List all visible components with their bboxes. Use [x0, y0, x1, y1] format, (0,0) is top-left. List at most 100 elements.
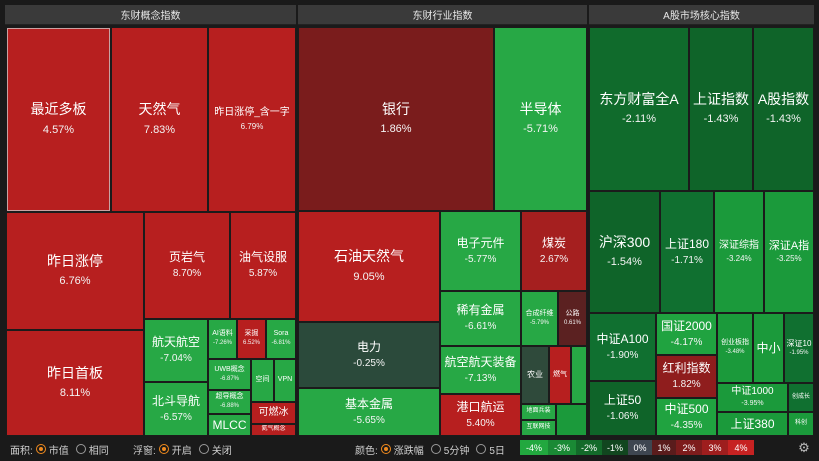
tile-zhongzheng1000[interactable]: 中证1000 -3.95% — [717, 383, 788, 412]
tile-pct: -3.95% — [741, 399, 764, 407]
legend-cell: -4% — [520, 440, 548, 455]
float-on-radio[interactable] — [158, 444, 169, 454]
tile-name: 航空航天装备 — [444, 354, 517, 369]
color-5min-radio[interactable] — [430, 444, 441, 454]
tile-name: 地面兵装 — [526, 408, 551, 415]
tile-sora[interactable]: Sora -6.81% — [266, 319, 296, 359]
tile-zuori-zhangting[interactable]: 昨日涨停 6.76% — [6, 212, 144, 330]
tile-hangkong-zhuangbei[interactable]: 航空航天装备 -7.13% — [440, 346, 521, 394]
tile-xiyou-jinshu[interactable]: 稀有金属 -6.61% — [440, 291, 521, 346]
tile-chuangye-chang[interactable]: 创成长 — [788, 383, 814, 412]
tile-kongtian[interactable]: 空间 — [251, 359, 274, 402]
tile-agu-zhishu[interactable]: A股指数 -1.43% — [753, 27, 814, 191]
float-off-label[interactable]: 关闭 — [211, 445, 232, 457]
gear-icon[interactable]: ⚙ — [798, 440, 810, 455]
tile-dianzi-yuanjian[interactable]: 电子元件 -5.77% — [440, 211, 521, 291]
tile-hushen300[interactable]: 沪深300 -1.54% — [589, 191, 660, 313]
tile-pct: 5.40% — [466, 417, 495, 429]
tile-ranqi[interactable]: 燃气 — [549, 346, 571, 404]
color-change-radio[interactable] — [380, 444, 391, 454]
tile-beidou[interactable]: 北斗导航 -6.57% — [144, 382, 208, 436]
tile-pct: -1.71% — [671, 254, 703, 266]
tile-name: 沪深300 — [598, 233, 651, 250]
tile-hecheng-xianwei[interactable]: 合成纤维 -5.79% — [521, 291, 558, 346]
tile-chaogao-dianya[interactable]: 超导概念 -6.88% — [208, 390, 251, 414]
tile-zuijin-duoban[interactable]: 最近多板 4.57% — [6, 27, 111, 212]
float-label: 浮窗: — [133, 445, 156, 457]
color-5day-label[interactable]: 5日 — [489, 445, 505, 457]
tile-pct: -7.26% — [212, 340, 232, 347]
tile-shenzheng-azhi[interactable]: 深证A指 -3.25% — [764, 191, 814, 313]
color-change-label[interactable]: 涨跌幅 — [393, 445, 424, 457]
legend-cell: 0% — [628, 440, 652, 455]
tile-name: 科创 — [794, 420, 807, 427]
tile-pct: -3.25% — [776, 254, 802, 264]
tile-name: 煤炭 — [541, 235, 566, 250]
tile-keranbing[interactable]: 可燃冰 — [251, 402, 296, 424]
tile-pct: -6.87% — [219, 375, 239, 382]
float-off-radio[interactable] — [198, 444, 209, 454]
tile-zhongzheng500[interactable]: 中证500 -4.35% — [656, 398, 717, 436]
area-equal-label[interactable]: 相同 — [88, 445, 109, 457]
tile-name: 超导概念 — [215, 393, 244, 401]
tile-zhongxiao[interactable]: 中小 — [753, 313, 784, 383]
tile-hongli[interactable]: 红利指数 1.82% — [656, 355, 717, 398]
tile-yeyanqi[interactable]: 页岩气 8.70% — [144, 212, 230, 319]
area-market-cap-label[interactable]: 市值 — [48, 445, 69, 457]
tile-name: 昨日首板 — [47, 364, 103, 381]
tile-ai-yuliao[interactable]: AI语料 -7.26% — [208, 319, 237, 359]
float-on-label[interactable]: 开启 — [171, 445, 192, 457]
tile-jiben-jinshu[interactable]: 基本金属 -5.65% — [298, 388, 440, 436]
tile-uwb[interactable]: UWB概念 -6.87% — [208, 359, 251, 390]
tile-name: 可燃冰 — [258, 406, 289, 418]
tile-shangzheng[interactable]: 上证指数 -1.43% — [689, 27, 753, 191]
tile-bandaoti[interactable]: 半导体 -5.71% — [494, 27, 587, 211]
tile-zuori-zt-yizi[interactable]: 昨日涨停_含一字 6.79% — [208, 27, 296, 212]
tile-nongye[interactable]: 农业 — [521, 346, 549, 404]
tile-zhongzheng-a100[interactable]: 中证A100 -1.90% — [589, 313, 656, 381]
tile-hangtian-hangkong[interactable]: 航天航空 -7.04% — [144, 319, 208, 382]
tile-name: 最近多板 — [30, 101, 87, 118]
tile-vpn[interactable]: VPN — [274, 359, 296, 402]
tile-name: 油气设服 — [238, 250, 287, 265]
tile-pct: -6.61% — [464, 321, 497, 333]
tile-shiyou[interactable]: 石油天然气 9.05% — [298, 211, 440, 322]
tile-kechuang[interactable]: 科创 — [788, 412, 814, 436]
tile-name: 中小 — [756, 340, 781, 355]
tile-gangkou[interactable]: 港口航运 5.40% — [440, 394, 521, 436]
tile-mlcc[interactable]: MLCC — [208, 414, 251, 436]
tile-name: 稀有金属 — [456, 303, 505, 318]
tile-hulian-wangluo[interactable]: 互联网技 — [521, 420, 556, 436]
tile-youqi-shebei[interactable]: 油气设服 5.87% — [230, 212, 296, 319]
tile-shangzheng380[interactable]: 上证380 — [717, 412, 788, 436]
tile-pct: -6.57% — [160, 411, 192, 423]
tile-pct: 6.52% — [242, 340, 260, 347]
tile-shenzheng10[interactable]: 深证10 -1.95% — [784, 313, 814, 383]
tile-shangzheng180[interactable]: 上证180 -1.71% — [660, 191, 714, 313]
color-5day-radio[interactable] — [476, 444, 487, 454]
tile-unlabeled[interactable] — [571, 346, 587, 404]
tile-chuangye-gaoji[interactable]: 创业板指 -3.48% — [717, 313, 753, 383]
tile-name: 公路 — [565, 309, 580, 317]
area-market-cap-radio[interactable] — [35, 444, 46, 454]
tile-unlabeled-2[interactable] — [556, 404, 587, 436]
tile-name: 电力 — [356, 339, 381, 354]
tile-shenzheng-zonghe[interactable]: 深证综指 -3.24% — [714, 191, 764, 313]
tile-gonglu[interactable]: 公路 0.61% — [558, 291, 587, 346]
area-equal-radio[interactable] — [75, 444, 86, 454]
tile-zuori-shouban[interactable]: 昨日首板 8.11% — [6, 330, 144, 436]
tile-qiqi-gainian[interactable]: 氦气概念 — [251, 424, 296, 436]
tile-name: 深证A指 — [768, 239, 810, 252]
tile-pct: -6.88% — [219, 403, 239, 410]
tile-pct: 6.76% — [59, 275, 91, 288]
tile-meitan[interactable]: 煤炭 2.67% — [521, 211, 587, 291]
tile-guozheng2000[interactable]: 国证2000 -4.17% — [656, 313, 717, 355]
color-5min-label[interactable]: 5分钟 — [443, 445, 470, 457]
tile-tianranqi[interactable]: 天然气 7.83% — [111, 27, 208, 212]
tile-caimei[interactable]: 采掘 6.52% — [237, 319, 266, 359]
tile-dongcai-quana[interactable]: 东方财富全A -2.11% — [589, 27, 689, 191]
tile-dianli[interactable]: 电力 -0.25% — [298, 322, 440, 388]
tile-dimian-bingqi[interactable]: 地面兵装 — [521, 404, 556, 420]
tile-yinhang[interactable]: 银行 1.86% — [298, 27, 494, 211]
tile-shangzheng50[interactable]: 上证50 -1.06% — [589, 381, 656, 436]
